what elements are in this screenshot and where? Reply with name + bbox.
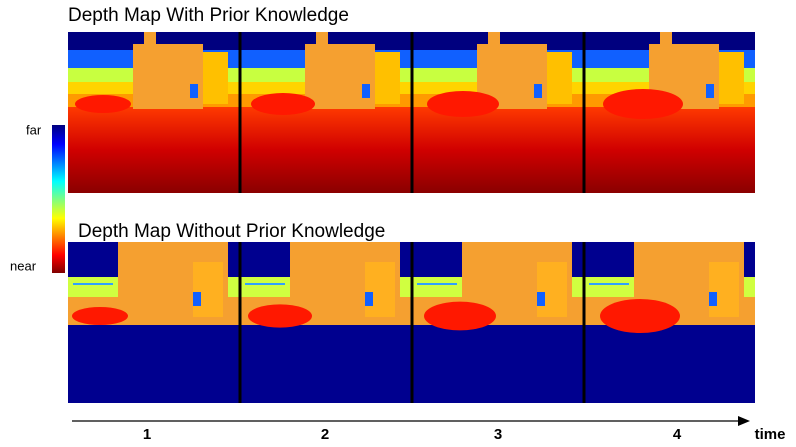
frame-number: 2 <box>321 426 329 443</box>
panel-title: Depth Map With Prior Knowledge <box>68 5 349 26</box>
building <box>365 262 395 317</box>
building <box>537 262 567 317</box>
depth-map-prior <box>68 32 240 193</box>
window <box>362 84 370 98</box>
depth-map-no-prior <box>412 242 584 403</box>
building <box>660 32 672 52</box>
frame-number: 1 <box>143 426 151 443</box>
car <box>600 299 680 333</box>
building <box>144 32 156 52</box>
window <box>193 292 201 306</box>
depth-ground <box>68 107 240 193</box>
building <box>547 52 572 104</box>
building <box>488 32 500 52</box>
depth-ground <box>584 107 755 193</box>
building <box>133 44 203 109</box>
depth-map-no-prior <box>240 242 412 403</box>
building <box>709 262 739 317</box>
building <box>305 44 375 109</box>
car <box>251 93 315 115</box>
depth-map-prior <box>412 32 584 193</box>
panel-title: Depth Map Without Prior Knowledge <box>78 221 385 242</box>
colorbar-far: far <box>26 122 42 137</box>
building <box>203 52 228 104</box>
car <box>603 89 683 119</box>
frame-number: 3 <box>494 426 502 443</box>
depth-map-prior <box>240 32 412 193</box>
building <box>193 262 223 317</box>
building <box>719 52 744 104</box>
car <box>424 302 496 331</box>
car <box>72 307 128 325</box>
window <box>709 292 717 306</box>
car <box>248 304 312 327</box>
building <box>316 32 328 52</box>
page: Depth Map With Prior Knowledge Depth Map… <box>0 0 796 447</box>
colorbar <box>52 125 65 273</box>
time-label: time <box>755 426 786 443</box>
window <box>365 292 373 306</box>
depth-ground <box>412 107 584 193</box>
floor <box>412 334 584 403</box>
colorbar-near: near <box>10 258 37 273</box>
depth-map-prior <box>584 32 755 193</box>
figure: Depth Map With Prior Knowledge Depth Map… <box>0 0 796 447</box>
car <box>75 95 131 113</box>
window <box>537 292 545 306</box>
time-arrow <box>738 416 750 426</box>
window <box>190 84 198 98</box>
depth-ground <box>240 107 412 193</box>
depth-map-no-prior <box>584 242 755 403</box>
depth-map-no-prior <box>68 242 240 403</box>
car <box>427 91 499 117</box>
floor <box>240 330 412 403</box>
floor <box>68 326 240 403</box>
building <box>375 52 400 104</box>
window <box>706 84 714 98</box>
window <box>534 84 542 98</box>
floor <box>584 338 755 403</box>
frame-number: 4 <box>673 426 682 443</box>
